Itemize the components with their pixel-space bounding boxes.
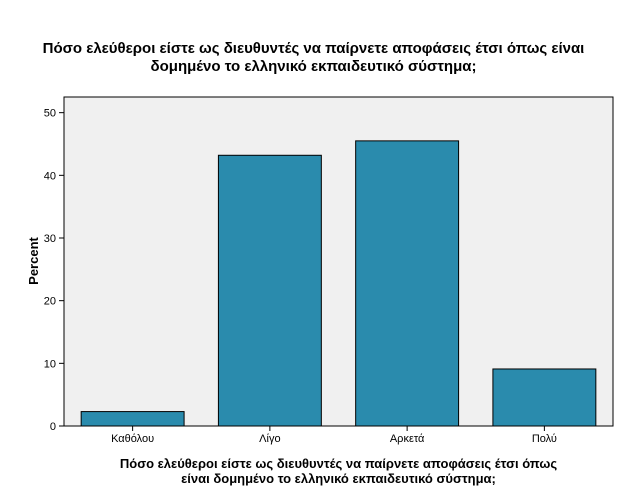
bar — [80, 411, 185, 427]
y-tick-label: 0 — [50, 421, 56, 433]
chart-title-line-2: δομημένο το ελληνικό εκπαιδευτικό σύστημ… — [150, 58, 477, 75]
chart-title: Πόσο ελεύθεροι είστε ως διευθυντές να πα… — [0, 40, 627, 76]
y-tick-label: 50 — [44, 108, 56, 120]
x-tick-label: Αρκετά — [390, 433, 425, 445]
bar — [492, 368, 597, 427]
y-tick-label: 30 — [44, 233, 56, 245]
x-axis-label-line-1: Πόσο ελεύθεροι είστε ως διευθυντές να πα… — [119, 456, 558, 471]
chart-title-line-1: Πόσο ελεύθεροι είστε ως διευθυντές να πα… — [42, 40, 585, 57]
bar — [355, 140, 460, 427]
x-axis-label-line-2: είναι δομημένο το ελληνικό εκπαιδευτικό … — [181, 471, 496, 486]
bar — [217, 154, 322, 427]
x-tick-label: Λίγο — [259, 433, 280, 445]
y-tick-label: 10 — [44, 358, 56, 370]
plot-frame — [63, 96, 614, 427]
y-tick-label: 20 — [44, 296, 56, 308]
x-tick-label: Πολύ — [532, 433, 557, 445]
x-tick-label: Καθόλου — [111, 433, 154, 445]
x-axis-label: Πόσο ελεύθεροι είστε ως διευθυντές να πα… — [64, 456, 613, 486]
y-axis-label: Percent — [26, 236, 41, 284]
y-tick-label: 40 — [44, 170, 56, 182]
